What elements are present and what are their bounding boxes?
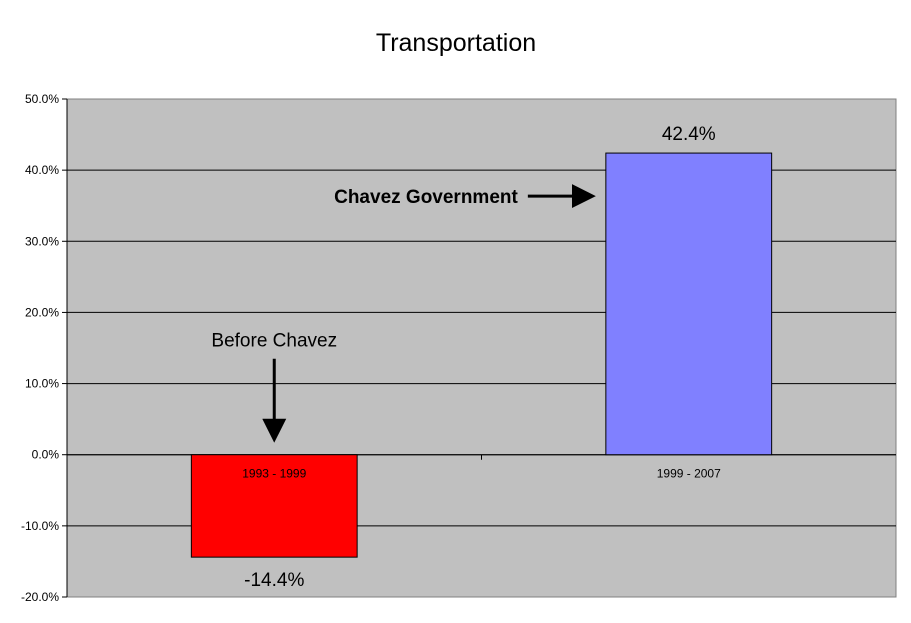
annotation-label: Chavez Government — [334, 187, 518, 208]
annotations: Before Chavez Chavez Government — [211, 184, 596, 443]
y-tick-label: 50.0% — [25, 92, 59, 106]
y-tick-label: 40.0% — [25, 163, 59, 177]
y-tick-label: 10.0% — [25, 377, 59, 391]
category-label: 1999 - 2007 — [657, 467, 721, 481]
bar-2 — [605, 152, 773, 456]
data-labels: 1993 - 1999 -14.4% 1999 - 2007 42.4% — [242, 124, 721, 591]
data-label: 42.4% — [662, 124, 716, 145]
data-label: -14.4% — [244, 570, 304, 591]
y-tick-label: 30.0% — [25, 234, 59, 248]
bars — [67, 152, 896, 558]
y-tick-label: -20.0% — [21, 590, 59, 604]
y-tick-label: 0.0% — [32, 448, 60, 462]
annotation-label: Before Chavez — [211, 331, 337, 352]
bar-1 — [190, 454, 358, 558]
y-tick-label: -10.0% — [21, 519, 59, 533]
chart-title: Transportation — [376, 29, 536, 57]
y-tick-label: 20.0% — [25, 305, 59, 319]
category-label: 1993 - 1999 — [242, 467, 306, 481]
y-axis: -20.0% -10.0% 0.0% 10.0% 20.0% 30.0% 40.0% 50.0… — [21, 92, 68, 604]
